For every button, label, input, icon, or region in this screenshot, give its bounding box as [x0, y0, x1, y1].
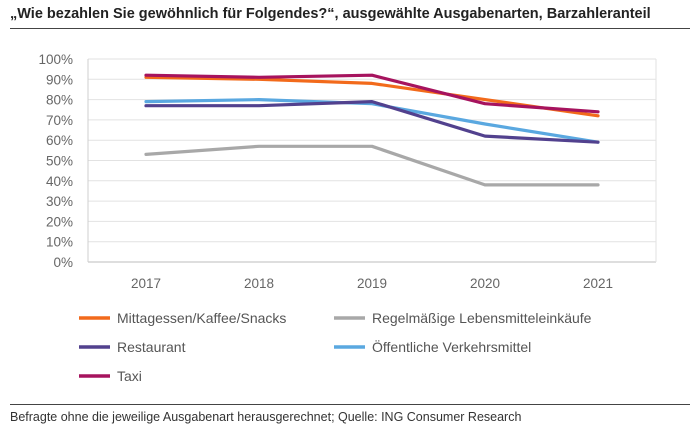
- x-tick-label: 2020: [470, 276, 500, 291]
- series-lines: [144, 73, 600, 187]
- y-tick-label: 30%: [46, 194, 73, 209]
- y-tick-label: 100%: [38, 52, 73, 67]
- grid-lines: [87, 58, 657, 263]
- legend-label: Regelmäßige Lebensmitteleinkäufe: [372, 310, 592, 326]
- legend-label: Restaurant: [117, 339, 186, 355]
- y-tick-label: 90%: [46, 72, 73, 87]
- series-line-3: [144, 99, 600, 144]
- series-line-1: [144, 75, 600, 118]
- series-line-2: [144, 144, 600, 187]
- chart-title: „Wie bezahlen Sie gewöhnlich für Folgend…: [10, 6, 651, 22]
- footer-note: Befragte ohne die jeweilige Ausgabenart …: [10, 410, 522, 424]
- x-tick-label: 2018: [244, 276, 274, 291]
- legend-label: Taxi: [117, 368, 142, 384]
- title-divider: [10, 28, 690, 29]
- series-line-4: [144, 97, 600, 144]
- footer-divider: [10, 404, 690, 405]
- y-axis-ticks: 0% 10% 20% 30% 40% 50% 60% 70% 80% 90% 100%: [38, 52, 73, 270]
- y-tick-label: 60%: [46, 133, 73, 148]
- y-tick-label: 10%: [46, 235, 73, 250]
- y-tick-label: 70%: [46, 113, 73, 128]
- x-tick-label: 2019: [357, 276, 387, 291]
- y-tick-label: 80%: [46, 93, 73, 108]
- x-tick-label: 2021: [583, 276, 613, 291]
- x-tick-label: 2017: [131, 276, 161, 291]
- y-tick-label: 40%: [46, 174, 73, 189]
- y-tick-label: 50%: [46, 154, 73, 169]
- x-axis-ticks: 2017 2018 2019 2020 2021: [131, 276, 613, 291]
- y-tick-label: 20%: [46, 214, 73, 229]
- legend: Mittagessen/Kaffee/Snacks Regelmäßige Leb…: [79, 310, 592, 384]
- line-chart: 0%10%20%30%40%50%60%70%80%90%100% 2017 20…: [38, 52, 657, 384]
- legend-label: Öffentliche Verkehrsmittel: [372, 338, 531, 355]
- y-tick-label: 0%: [53, 255, 73, 270]
- series-line-5: [144, 73, 600, 114]
- legend-label: Mittagessen/Kaffee/Snacks: [117, 310, 286, 326]
